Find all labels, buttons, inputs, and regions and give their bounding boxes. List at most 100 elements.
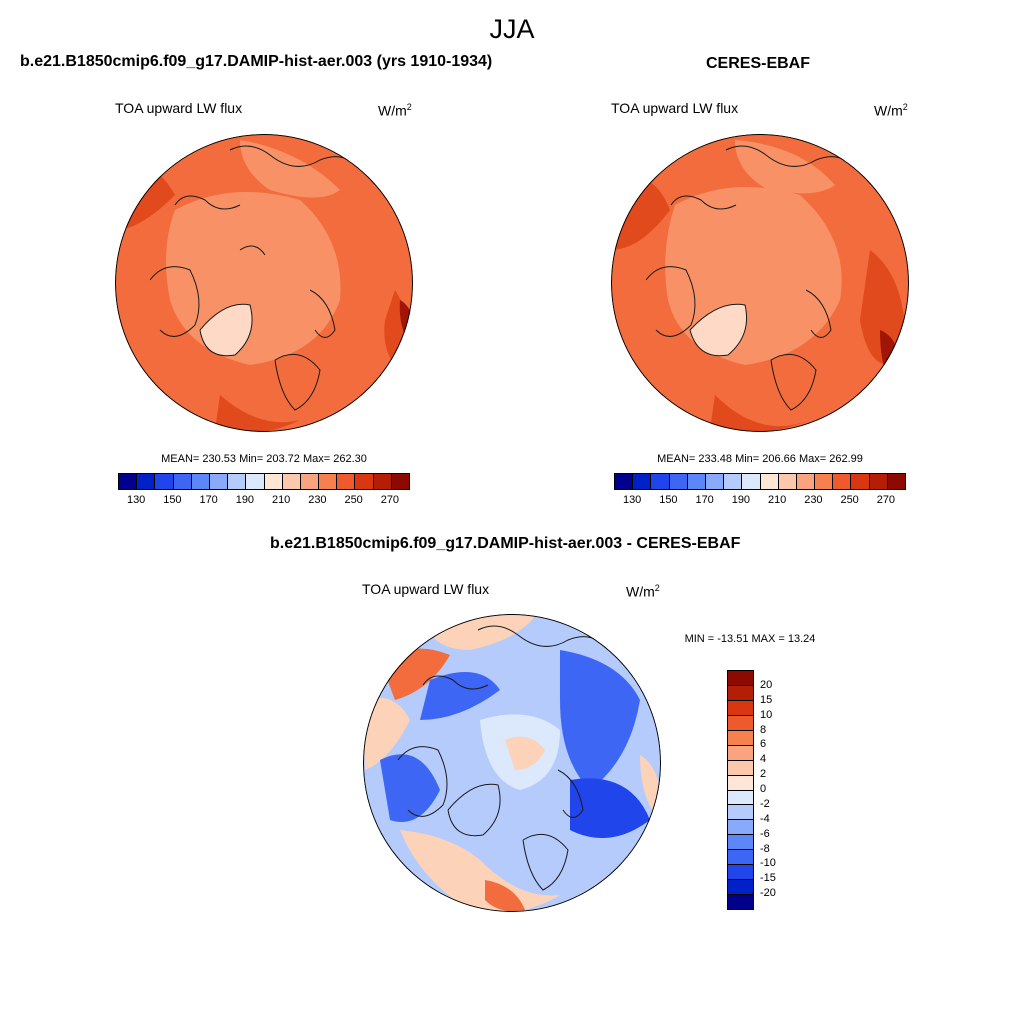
colorbar-tick-label: 270: [380, 494, 400, 506]
model-colorbar: [118, 473, 410, 490]
colorbar-swatch: [355, 474, 374, 489]
colorbar-swatch: [728, 820, 753, 836]
model-variable-label: TOA upward LW flux: [115, 100, 243, 116]
colorbar-tick-label: 170: [695, 494, 714, 506]
diff-variable-label: TOA upward LW flux: [362, 581, 490, 597]
colorbar-swatch: [282, 474, 301, 489]
colorbar-swatch: [728, 700, 753, 716]
colorbar-tick-label: 210: [271, 494, 291, 506]
model-polar-map: [115, 134, 413, 432]
colorbar-swatch: [778, 474, 797, 489]
model-stats: MEAN= 230.53 Min= 203.72 Max= 262.30: [161, 453, 367, 465]
figure-title: JJA: [489, 14, 535, 44]
colorbar-swatch: [728, 775, 753, 791]
obs-coastlines: [645, 145, 857, 411]
colorbar-swatch: [728, 865, 753, 881]
colorbar-swatch: [191, 474, 210, 489]
obs-stats: MEAN= 233.48 Min= 206.66 Max= 262.99: [657, 453, 863, 465]
colorbar-swatch: [173, 474, 192, 489]
colorbar-swatch: [742, 474, 761, 489]
colorbar-tick-label: -20: [760, 887, 776, 900]
colorbar-swatch: [728, 895, 753, 909]
obs-polar-map: [611, 134, 909, 432]
colorbar-swatch: [887, 474, 905, 489]
colorbar-tick-label: 4: [760, 753, 767, 766]
colorbar-tick-label: 130: [126, 494, 146, 506]
colorbar-swatch: [687, 474, 706, 489]
colorbar-tick-label: 250: [840, 494, 859, 506]
colorbar-tick-label: -15: [760, 872, 776, 885]
colorbar-swatch: [705, 474, 725, 489]
colorbar-swatch: [246, 474, 265, 489]
colorbar-swatch: [833, 474, 852, 489]
colorbar-tick-label: -4: [760, 812, 770, 825]
colorbar-swatch: [728, 760, 753, 776]
colorbar-tick-label: 15: [760, 693, 773, 706]
colorbar-swatch: [300, 474, 320, 489]
colorbar-tick-label: 0: [760, 783, 767, 795]
diff-coastlines: [397, 625, 609, 891]
colorbar-swatch: [651, 474, 670, 489]
colorbar-swatch: [319, 474, 338, 489]
colorbar-swatch: [728, 671, 753, 686]
colorbar-tick-label: 230: [804, 494, 823, 506]
colorbar-swatch: [728, 715, 753, 731]
model-units-label: W/m2: [378, 102, 412, 119]
colorbar-tick-label: 190: [235, 494, 255, 506]
colorbar-tick-label: 270: [876, 494, 896, 506]
colorbar-tick-label: 2: [760, 768, 767, 781]
diff-panel-title: b.e21.B1850cmip6.f09_g17.DAMIP-hist-aer.…: [270, 535, 741, 552]
colorbar-swatch: [728, 730, 753, 746]
colorbar-tick-label: 210: [767, 494, 787, 506]
colorbar-swatch: [728, 685, 753, 701]
obs-panel-title: CERES-EBAF: [706, 55, 811, 72]
colorbar-swatch: [137, 474, 156, 489]
colorbar-tick-label: 250: [344, 494, 363, 506]
colorbar-tick-label: -6: [760, 827, 770, 840]
obs-variable-label: TOA upward LW flux: [611, 100, 739, 116]
colorbar-tick-label: 8: [760, 723, 767, 736]
colorbar-swatch: [728, 835, 753, 851]
colorbar-swatch: [228, 474, 247, 489]
colorbar-tick-label: 6: [760, 738, 767, 751]
colorbar-swatch: [728, 790, 753, 806]
obs-units-label: W/m2: [874, 102, 908, 119]
colorbar-swatch: [391, 474, 409, 489]
colorbar-swatch: [119, 474, 138, 489]
model-panel-title: b.e21.B1850cmip6.f09_g17.DAMIP-hist-aer.…: [20, 53, 493, 70]
colorbar-tick-label: -10: [760, 857, 776, 870]
colorbar-swatch: [337, 474, 356, 489]
colorbar-tick-label: 230: [308, 494, 327, 506]
colorbar-tick-label: 10: [760, 708, 773, 721]
colorbar-swatch: [760, 474, 779, 489]
colorbar-tick-label: -8: [760, 842, 770, 855]
colorbar-swatch: [155, 474, 174, 489]
colorbar-swatch: [851, 474, 870, 489]
colorbar-tick-label: 150: [659, 494, 678, 506]
colorbar-tick-label: -2: [760, 797, 770, 810]
obs-colorbar: [614, 473, 906, 490]
diff-stats: MIN = -13.51 MAX = 13.24: [684, 633, 816, 645]
colorbar-swatch: [264, 474, 283, 489]
colorbar-swatch: [728, 805, 753, 821]
colorbar-tick-label: 20: [760, 678, 773, 691]
diff-polar-map: [363, 614, 661, 912]
colorbar-swatch: [728, 880, 753, 896]
colorbar-swatch: [728, 745, 753, 761]
diff-units-label: W/m2: [626, 583, 660, 600]
colorbar-swatch: [869, 474, 888, 489]
colorbar-tick-label: 170: [199, 494, 218, 506]
colorbar-swatch: [669, 474, 688, 489]
colorbar-swatch: [728, 850, 753, 866]
model-coastlines: [149, 145, 361, 411]
colorbar-swatch: [633, 474, 652, 489]
colorbar-swatch: [209, 474, 229, 489]
colorbar-tick-label: 150: [163, 494, 182, 506]
colorbar-tick-label: 130: [622, 494, 642, 506]
colorbar-swatch: [615, 474, 634, 489]
colorbar-swatch: [815, 474, 834, 489]
colorbar-swatch: [724, 474, 743, 489]
diff-colorbar: [727, 670, 754, 910]
colorbar-swatch: [373, 474, 392, 489]
